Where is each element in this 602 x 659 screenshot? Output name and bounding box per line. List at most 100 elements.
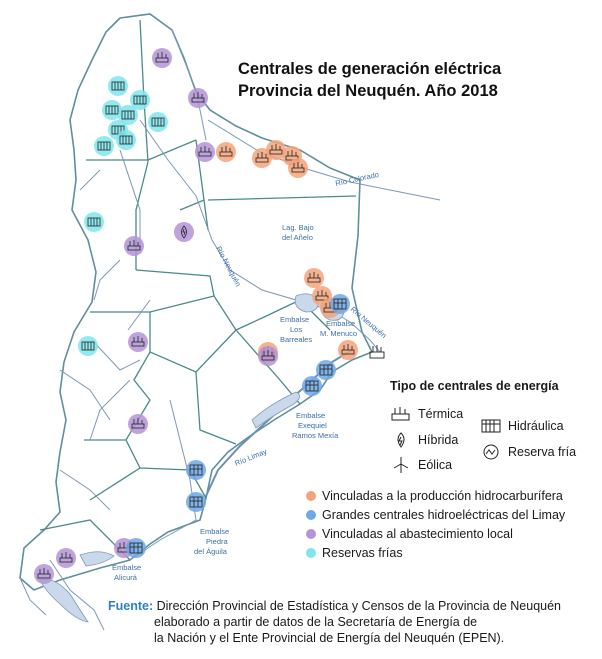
reserva-icon (133, 95, 147, 105)
legend-hibrida-label: Híbrida (418, 433, 459, 447)
plant-marker-cold-reserve (108, 76, 128, 96)
plant-marker-hydrocarbon (216, 142, 236, 162)
legend-reserva: Reserva fría (480, 443, 576, 461)
label-barreales-1: Embalse (280, 315, 309, 324)
source-line-1: Fuente: Dirección Provincial de Estadíst… (108, 598, 588, 614)
plant-marker-cold-reserve (116, 130, 136, 150)
source-note: Fuente: Dirección Provincial de Estadíst… (108, 598, 588, 646)
legend-category-2: Vinculadas al abastecimiento local (306, 527, 513, 541)
termica-icon (341, 344, 355, 355)
plant-marker-local (195, 142, 215, 162)
termica-icon (131, 418, 145, 429)
plant-marker-hydro-limay (316, 360, 336, 380)
label-lago-2: del Añelo (282, 233, 313, 242)
plant-marker-cold-reserve (78, 336, 98, 356)
plant-marker-hydro-limay (126, 538, 146, 558)
legend-hibrida: Híbrida (390, 431, 458, 449)
source-label: Fuente: (108, 599, 154, 613)
hidraulica-icon (333, 298, 347, 310)
plant-marker-local (258, 346, 278, 366)
termica-icon (315, 290, 329, 301)
title-line-2: Provincia del Neuquén. Año 2018 (238, 82, 498, 100)
category-label: Vinculadas a la producción hidrocarburíf… (322, 489, 563, 503)
label-ramos-2: Exequiel (298, 421, 327, 430)
plant-marker-local (56, 548, 76, 568)
category-dot (306, 529, 316, 539)
label-rio-limay: Río Limay (233, 447, 268, 468)
label-barreales-2: Los (290, 325, 302, 334)
termica-icon (269, 144, 283, 155)
category-label: Reservas frías (322, 546, 403, 560)
legend-reserva-label: Reserva fría (508, 445, 577, 459)
reserva-icon (97, 141, 111, 151)
label-menuco-1: Embalse (326, 319, 355, 328)
label-piedra-3: del Águila (194, 547, 228, 556)
reserva-icon (111, 81, 125, 91)
termica-icon (198, 146, 212, 157)
termica-icon (391, 407, 410, 421)
hidraulica-icon (481, 419, 501, 433)
label-piedra-1: Embalse (200, 527, 229, 536)
plant-marker-local (128, 414, 148, 434)
reserva-icon (151, 117, 165, 127)
label-ramos-3: Ramos Mexía (292, 431, 339, 440)
label-alicura-2: Alicurá (114, 573, 138, 582)
legend-title: Tipo de centrales de energía (390, 379, 559, 393)
reserva-icon (87, 217, 101, 227)
title-line-1: Centrales de generación eléctrica (238, 60, 502, 78)
category-label: Grandes centrales hidroeléctricas del Li… (322, 508, 566, 522)
source-line-3: la Nación y el Ente Provincial de Energí… (154, 631, 505, 645)
termica-icon (307, 272, 321, 283)
hidraulica-icon (189, 496, 203, 508)
hidraulica-icon (129, 542, 143, 554)
plant-marker-hydro-limay (302, 376, 322, 396)
termica-icon (219, 146, 233, 157)
legend-category-1: Grandes centrales hidroeléctricas del Li… (306, 508, 565, 522)
category-dot (306, 491, 316, 501)
termica-icon (261, 350, 275, 361)
lake-ramos (251, 391, 300, 429)
rivers (19, 29, 441, 631)
legend-category-0: Vinculadas a la producción hidrocarburíf… (306, 489, 563, 503)
reserva-icon (121, 110, 135, 120)
hidraulica-icon (189, 464, 203, 476)
legend-termica: Térmica (390, 406, 463, 422)
plant-marker-cold-reserve (102, 100, 122, 120)
hibrida-icon (181, 225, 187, 239)
category-label: Vinculadas al abastecimiento local (322, 527, 513, 541)
hidraulica-icon (305, 380, 319, 392)
plant-marker-local (174, 222, 194, 242)
termica-icon (37, 568, 51, 579)
reserva-icon (105, 105, 119, 115)
plant-marker-cold-reserve (148, 112, 168, 132)
plant-marker-local (124, 236, 144, 256)
legend-category-3: Reservas frías (306, 546, 403, 560)
eolica-icon (393, 457, 409, 473)
legend-eolica-label: Eólica (418, 458, 453, 472)
termica-icon (59, 552, 73, 563)
lake-lacar (39, 578, 89, 623)
legend-termica-label: Térmica (418, 407, 464, 421)
termica-icon (191, 92, 205, 103)
category-dot (306, 548, 316, 558)
source-line-2: elaborado a partir de datos de la Secret… (154, 615, 478, 629)
plant-marker-hydrocarbon (338, 340, 358, 360)
label-piedra-2: Piedra (206, 537, 229, 546)
source-text-1: Dirección Provincial de Estadística y Ce… (156, 599, 562, 613)
legend-eolica: Eólica (390, 456, 452, 474)
termica-icon (155, 52, 169, 63)
plant-marker-local (128, 332, 148, 352)
termica-icon (291, 162, 305, 173)
plant-marker-cold-reserve (84, 212, 104, 232)
label-alicura-1: Embalse (112, 563, 141, 572)
plant-marker-cold-reserve (118, 105, 138, 125)
plant-marker-cold-reserve (94, 136, 114, 156)
plant-marker-hydrocarbon (266, 140, 286, 160)
category-dot (306, 510, 316, 520)
map-title: Centrales de generación eléctrica Provin… (238, 58, 501, 102)
termica-icon (131, 336, 145, 347)
plant-marker-cold-reserve (130, 90, 150, 110)
legend-hidraulica-label: Hidráulica (508, 419, 564, 433)
plant-marker-hydro-limay (186, 492, 206, 512)
